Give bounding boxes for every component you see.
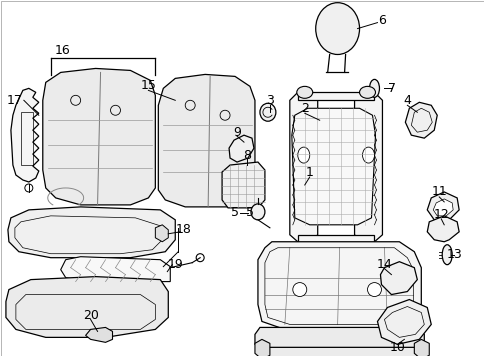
- Text: 7: 7: [388, 82, 395, 95]
- Polygon shape: [297, 235, 374, 242]
- Ellipse shape: [259, 103, 275, 121]
- Ellipse shape: [441, 245, 451, 265]
- Ellipse shape: [359, 86, 375, 98]
- Polygon shape: [158, 74, 255, 207]
- Polygon shape: [255, 340, 269, 357]
- Text: 20: 20: [82, 309, 98, 322]
- Polygon shape: [257, 347, 421, 357]
- Polygon shape: [426, 216, 458, 242]
- Polygon shape: [6, 277, 168, 337]
- Polygon shape: [413, 340, 428, 357]
- Polygon shape: [257, 242, 421, 330]
- Text: 10: 10: [389, 341, 405, 354]
- Ellipse shape: [367, 283, 381, 297]
- Text: 9: 9: [233, 126, 241, 139]
- Polygon shape: [354, 92, 382, 242]
- Text: 15: 15: [140, 79, 156, 92]
- Text: 13: 13: [445, 248, 461, 261]
- Ellipse shape: [362, 147, 374, 163]
- Text: 17: 17: [7, 94, 23, 107]
- Text: 12: 12: [433, 208, 448, 221]
- Ellipse shape: [315, 3, 359, 55]
- Polygon shape: [43, 69, 155, 205]
- Text: 5: 5: [245, 206, 254, 219]
- Text: 4: 4: [403, 94, 410, 107]
- Text: 2: 2: [300, 102, 308, 115]
- Ellipse shape: [369, 79, 378, 97]
- Polygon shape: [155, 225, 168, 242]
- Polygon shape: [432, 199, 452, 216]
- Polygon shape: [297, 92, 374, 100]
- Ellipse shape: [296, 86, 312, 98]
- Polygon shape: [255, 327, 424, 350]
- Polygon shape: [379, 262, 416, 295]
- Polygon shape: [222, 162, 264, 208]
- Text: 19: 19: [167, 258, 183, 271]
- Polygon shape: [426, 192, 458, 220]
- Polygon shape: [228, 135, 254, 162]
- Text: 14: 14: [376, 258, 392, 271]
- Text: 11: 11: [430, 185, 446, 198]
- Text: 8: 8: [242, 149, 250, 162]
- Text: 3: 3: [265, 94, 273, 107]
- Polygon shape: [405, 102, 437, 138]
- Polygon shape: [11, 88, 39, 182]
- Text: 1: 1: [305, 166, 313, 178]
- Text: 5: 5: [230, 206, 239, 219]
- Text: 6: 6: [378, 14, 386, 27]
- Ellipse shape: [297, 147, 309, 163]
- Polygon shape: [377, 300, 430, 345]
- Text: 18: 18: [175, 223, 191, 236]
- Polygon shape: [291, 108, 375, 225]
- Polygon shape: [86, 327, 112, 342]
- Polygon shape: [289, 92, 317, 242]
- Text: 16: 16: [55, 44, 71, 57]
- Polygon shape: [60, 257, 170, 282]
- Ellipse shape: [292, 283, 306, 297]
- Ellipse shape: [250, 204, 264, 220]
- Polygon shape: [8, 207, 175, 258]
